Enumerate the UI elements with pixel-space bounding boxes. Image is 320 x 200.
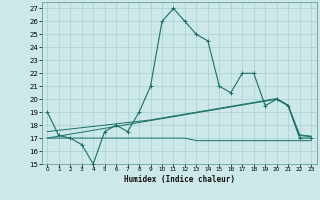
X-axis label: Humidex (Indice chaleur): Humidex (Indice chaleur) xyxy=(124,175,235,184)
